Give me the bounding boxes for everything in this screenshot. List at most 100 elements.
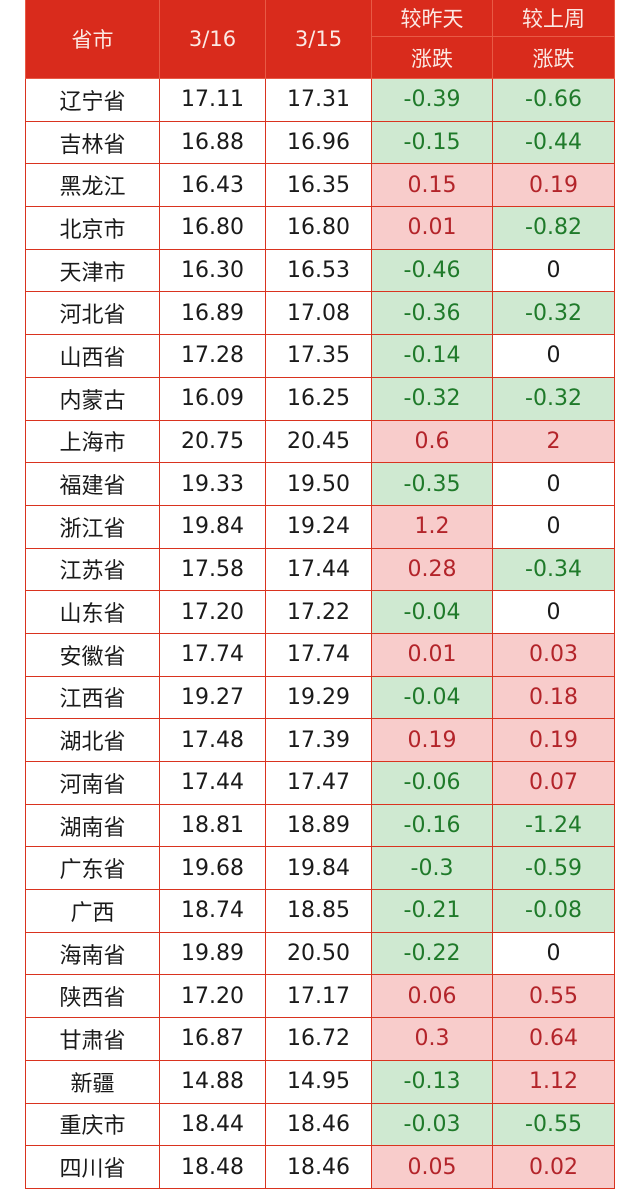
region-cell: 甘肃省: [25, 1017, 160, 1061]
change-vs-yesterday-cell: -0.04: [371, 675, 493, 720]
change-vs-yesterday-cell: -0.03: [371, 1102, 493, 1147]
yesterday-price-cell: 17.39: [265, 718, 372, 762]
table-row: 山西省 17.28 17.35 -0.14 0: [25, 334, 615, 378]
region-cell: 海南省: [25, 931, 160, 976]
today-price-cell: 17.58: [159, 547, 266, 592]
today-price-cell: 16.80: [159, 206, 266, 250]
yesterday-price-cell: 18.46: [265, 1102, 372, 1147]
change-vs-yesterday-cell: -0.32: [371, 376, 493, 421]
change-vs-yesterday-cell: 0.28: [371, 547, 493, 592]
change-vs-yesterday-cell: -0.21: [371, 889, 493, 933]
today-price-cell: 17.20: [159, 974, 266, 1019]
change-vs-yesterday-cell: 0.6: [371, 419, 493, 464]
change-vs-lastweek-cell: 0: [492, 248, 615, 293]
today-price-cell: 18.44: [159, 1102, 266, 1147]
change-vs-lastweek-cell: 0.19: [492, 718, 615, 762]
change-vs-lastweek-cell: 0.64: [492, 1017, 615, 1061]
change-vs-lastweek-cell: 2: [492, 419, 615, 464]
region-cell: 广东省: [25, 846, 160, 891]
region-cell: 北京市: [25, 206, 160, 250]
table-row: 山东省 17.20 17.22 -0.04 0: [25, 590, 615, 634]
change-vs-yesterday-cell: 0.15: [371, 163, 493, 208]
today-price-cell: 19.33: [159, 462, 266, 506]
region-cell: 上海市: [25, 419, 160, 464]
today-price-cell: 17.74: [159, 632, 266, 677]
today-price-cell: 17.20: [159, 590, 266, 634]
table-row: 四川省 18.48 18.46 0.05 0.02: [25, 1145, 615, 1189]
today-price-cell: 18.81: [159, 803, 266, 848]
change-vs-lastweek-cell: 0.18: [492, 675, 615, 720]
table-row: 北京市 16.80 16.80 0.01 -0.82: [25, 206, 615, 250]
region-cell: 湖北省: [25, 718, 160, 762]
today-price-cell: 17.44: [159, 761, 266, 805]
change-vs-yesterday-cell: -0.16: [371, 803, 493, 848]
table-body: 辽宁省 17.11 17.31 -0.39 -0.66 吉林省 16.88 16.96 -0.1…: [25, 78, 615, 1189]
yesterday-price-cell: 17.31: [265, 78, 372, 122]
price-table: 省市 3/16 3/15 较昨天 较上周 涨跌 涨跌 辽宁省 17.11 17.31…: [25, 0, 615, 1189]
today-price-cell: 16.09: [159, 376, 266, 421]
header-yesterday: 3/15: [265, 0, 372, 79]
yesterday-price-cell: 16.35: [265, 163, 372, 208]
region-cell: 浙江省: [25, 504, 160, 549]
header-vs-yesterday: 较昨天: [371, 0, 493, 37]
yesterday-price-cell: 20.50: [265, 931, 372, 976]
yesterday-price-cell: 18.46: [265, 1145, 372, 1189]
yesterday-price-cell: 17.08: [265, 291, 372, 336]
change-vs-lastweek-cell: 0.19: [492, 163, 615, 208]
table-row: 江苏省 17.58 17.44 0.28 -0.34: [25, 547, 615, 592]
table-row: 河北省 16.89 17.08 -0.36 -0.32: [25, 291, 615, 336]
change-vs-yesterday-cell: -0.35: [371, 462, 493, 506]
change-vs-yesterday-cell: -0.22: [371, 931, 493, 976]
region-cell: 内蒙古: [25, 376, 160, 421]
today-price-cell: 19.27: [159, 675, 266, 720]
table-row: 湖北省 17.48 17.39 0.19 0.19: [25, 718, 615, 762]
table-row: 浙江省 19.84 19.24 1.2 0: [25, 504, 615, 549]
change-vs-yesterday-cell: 0.05: [371, 1145, 493, 1189]
change-vs-yesterday-cell: -0.06: [371, 761, 493, 805]
change-vs-lastweek-cell: -0.66: [492, 78, 615, 122]
yesterday-price-cell: 16.72: [265, 1017, 372, 1061]
today-price-cell: 19.84: [159, 504, 266, 549]
change-vs-lastweek-cell: 0.55: [492, 974, 615, 1019]
change-vs-lastweek-cell: -0.59: [492, 846, 615, 891]
today-price-cell: 16.30: [159, 248, 266, 293]
region-cell: 湖南省: [25, 803, 160, 848]
change-vs-yesterday-cell: -0.15: [371, 120, 493, 165]
table-row: 天津市 16.30 16.53 -0.46 0: [25, 248, 615, 293]
change-vs-lastweek-cell: 0: [492, 504, 615, 549]
region-cell: 辽宁省: [25, 78, 160, 122]
table-row: 甘肃省 16.87 16.72 0.3 0.64: [25, 1017, 615, 1061]
table-row: 内蒙古 16.09 16.25 -0.32 -0.32: [25, 376, 615, 421]
yesterday-price-cell: 17.44: [265, 547, 372, 592]
today-price-cell: 17.28: [159, 334, 266, 378]
today-price-cell: 18.74: [159, 889, 266, 933]
change-vs-lastweek-cell: -0.55: [492, 1102, 615, 1147]
table-row: 新疆 14.88 14.95 -0.13 1.12: [25, 1059, 615, 1104]
change-vs-yesterday-cell: -0.13: [371, 1059, 493, 1104]
region-cell: 陕西省: [25, 974, 160, 1019]
yesterday-price-cell: 17.35: [265, 334, 372, 378]
yesterday-price-cell: 17.47: [265, 761, 372, 805]
header-vs-yesterday-change: 涨跌: [371, 36, 493, 79]
today-price-cell: 17.11: [159, 78, 266, 122]
yesterday-price-cell: 20.45: [265, 419, 372, 464]
yesterday-price-cell: 16.96: [265, 120, 372, 165]
change-vs-yesterday-cell: 1.2: [371, 504, 493, 549]
today-price-cell: 20.75: [159, 419, 266, 464]
region-cell: 河北省: [25, 291, 160, 336]
change-vs-lastweek-cell: 0.02: [492, 1145, 615, 1189]
today-price-cell: 18.48: [159, 1145, 266, 1189]
today-price-cell: 16.87: [159, 1017, 266, 1061]
region-cell: 安徽省: [25, 632, 160, 677]
change-vs-yesterday-cell: -0.36: [371, 291, 493, 336]
change-vs-lastweek-cell: -0.08: [492, 889, 615, 933]
change-vs-lastweek-cell: -0.82: [492, 206, 615, 250]
change-vs-yesterday-cell: 0.3: [371, 1017, 493, 1061]
header-vs-lastweek: 较上周: [492, 0, 615, 37]
table-row: 黑龙江 16.43 16.35 0.15 0.19: [25, 163, 615, 208]
change-vs-lastweek-cell: 0.07: [492, 761, 615, 805]
today-price-cell: 19.68: [159, 846, 266, 891]
change-vs-lastweek-cell: -0.32: [492, 291, 615, 336]
region-cell: 河南省: [25, 761, 160, 805]
region-cell: 山东省: [25, 590, 160, 634]
